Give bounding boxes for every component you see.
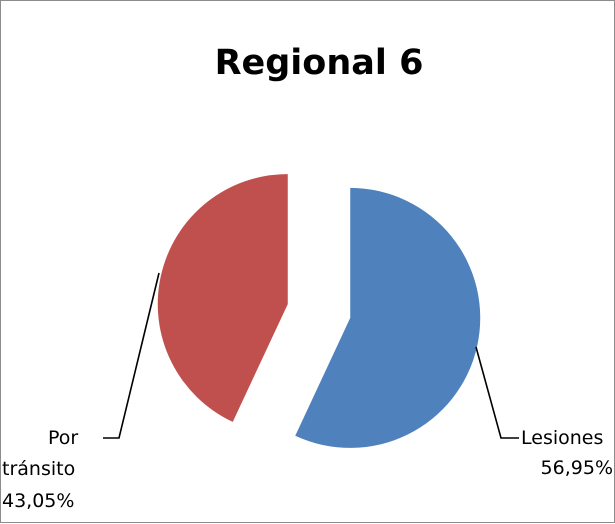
pie-slice-por-transito (157, 174, 288, 422)
data-label-transito-name-1: Por (48, 427, 78, 449)
chart-title: Regional 6 (215, 43, 424, 83)
data-label-lesiones-value: 56,95% (541, 457, 613, 479)
leader-line-lesiones (475, 346, 519, 439)
data-label-transito-name-2: tránsito (2, 458, 75, 480)
data-label-lesiones-name: Lesiones (521, 427, 603, 449)
data-label-transito-value: 43,05% (2, 490, 74, 512)
leader-line-por-transito (103, 272, 160, 439)
pie-slice-lesiones (295, 187, 481, 448)
